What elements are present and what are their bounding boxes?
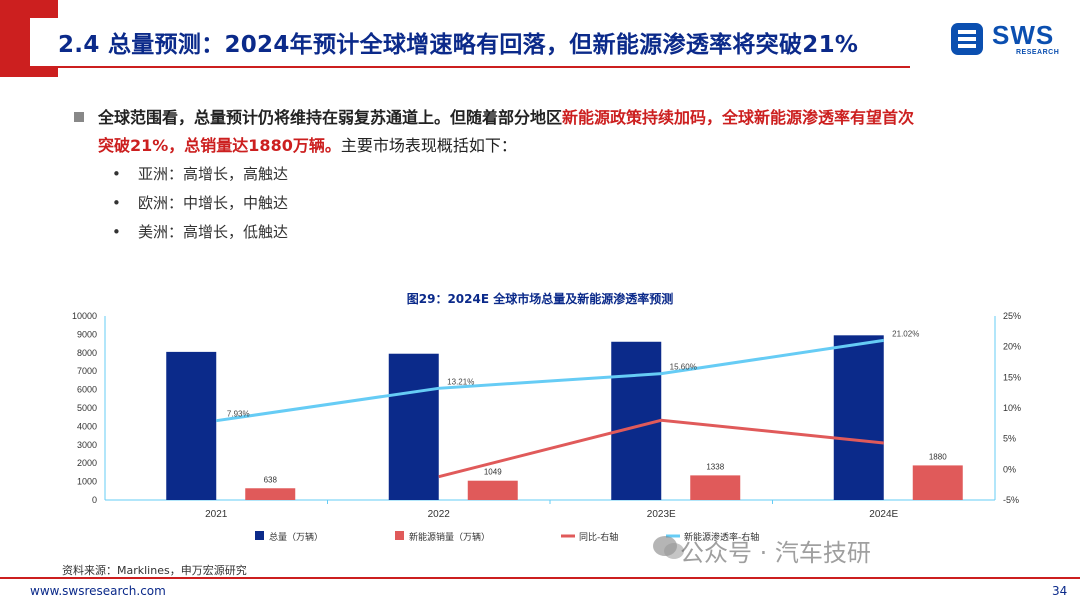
y-right-tick-label: 0%: [1003, 464, 1016, 474]
y-right-tick-label: 10%: [1003, 403, 1021, 413]
y-left-tick-label: 1000: [77, 477, 97, 487]
square-bullet-icon: [74, 112, 84, 122]
y-right-tick-label: 20%: [1003, 342, 1021, 352]
sws-logo-icon: [951, 23, 983, 55]
line-yoy: [438, 418, 884, 479]
bar-nev-label: 638: [264, 475, 278, 484]
combo-chart: 0 1000 2000 3000 4000 5000 6000 7000 8000 9000 100…: [72, 311, 1021, 543]
y-left-tick-label: 7000: [77, 366, 97, 376]
y-left-tick-label: 9000: [77, 329, 97, 339]
bullet-text: 欧洲：中增长，中触达: [138, 194, 289, 212]
bar-nev-label: 1338: [706, 462, 724, 471]
line-penetration: [216, 338, 884, 423]
x-tick-label: 2024E: [869, 509, 898, 520]
y-right-tick-label: -5%: [1003, 495, 1019, 505]
summary-part3: 突破21%，总销量达1880万辆。: [98, 136, 341, 155]
summary-part4: 主要市场表现概括如下：: [340, 136, 517, 155]
list-item: • 欧洲：中增长，中触达: [112, 189, 288, 218]
y-left-tick-label: 4000: [77, 421, 97, 431]
sws-logo: SWS RESEARCH: [950, 20, 1060, 58]
legend-swatch: [255, 531, 264, 540]
legend-label: 同比-右轴: [579, 531, 618, 543]
y-right-tick-label: 5%: [1003, 434, 1016, 444]
logo-subtext: RESEARCH: [1016, 49, 1060, 56]
chart-title: 图29：2024E 全球市场总量及新能源渗透率预测: [406, 292, 674, 306]
legend-label: 新能源渗透率-右轴: [684, 531, 759, 543]
legend-label: 总量（万辆）: [269, 531, 323, 543]
y-left-tick-label: 0: [92, 495, 97, 505]
x-tick-label: 2021: [205, 509, 228, 520]
page-title: 2.4 总量预测：2024年预计全球增速略有回落，但新能源渗透率将突破21%: [58, 32, 859, 58]
bar-total: [388, 353, 439, 500]
header-title-box: [30, 18, 910, 68]
list-item: • 美洲：高增长，低触达: [112, 218, 288, 247]
line-data-label: 21.02%: [892, 329, 919, 338]
page-number: 34: [1052, 584, 1068, 598]
source-note: 资料来源：Marklines，申万宏源研究: [62, 564, 247, 577]
bar-nev: [245, 488, 296, 500]
bullet-dot: •: [112, 165, 121, 183]
bar-nev-label: 1049: [484, 468, 502, 477]
y-left-tick-label: 3000: [77, 440, 97, 450]
market-bullet-list: • 亚洲：高增长，高触达 • 欧洲：中增长，中触达 • 美洲：高增长，低触达: [112, 160, 288, 247]
y-left-tick-label: 2000: [77, 458, 97, 468]
summary-part2: 新能源政策持续加码，全球新能源渗透率有望首次: [562, 108, 915, 127]
bar-total: [166, 351, 217, 500]
footer-url[interactable]: www.swsresearch.com: [30, 584, 166, 598]
x-tick-label: 2023E: [647, 509, 676, 520]
watermark-text: 公众号 · 汽车技研: [680, 539, 871, 567]
bullet-text: 亚洲：高增长，高触达: [138, 165, 289, 183]
legend-label: 新能源销量（万辆）: [409, 531, 490, 543]
wechat-icon: [653, 536, 684, 559]
bar-nev: [467, 480, 518, 500]
y-left-tick-label: 10000: [72, 311, 97, 321]
y-left-tick-label: 8000: [77, 348, 97, 358]
bar-nev: [912, 465, 963, 500]
bar-total: [833, 335, 884, 500]
x-tick-label: 2022: [428, 509, 451, 520]
summary-paragraph: 全球范围看，总量预计仍将维持在弱复苏通道上。但随着部分地区新能源政策持续加码，全…: [74, 104, 1054, 160]
line-data-label: 7.93%: [227, 410, 250, 419]
footer-divider: [0, 577, 1080, 579]
bullet-dot: •: [112, 194, 121, 212]
summary-part1: 全球范围看，总量预计仍将维持在弱复苏通道上。但随着部分地区: [98, 108, 563, 127]
y-right-tick-label: 15%: [1003, 372, 1021, 382]
y-right-tick-label: 25%: [1003, 311, 1021, 321]
bar-nev-label: 1880: [929, 452, 947, 461]
logo-text: SWS: [992, 20, 1055, 50]
y-left-tick-label: 5000: [77, 403, 97, 413]
list-item: • 亚洲：高增长，高触达: [112, 160, 288, 189]
legend-swatch: [395, 531, 404, 540]
bullet-text: 美洲：高增长，低触达: [138, 223, 289, 241]
line-data-label: 13.21%: [447, 377, 474, 386]
bullet-dot: •: [112, 223, 121, 241]
bar-nev: [690, 475, 741, 500]
y-left-tick-label: 6000: [77, 385, 97, 395]
line-data-label: 15.60%: [670, 363, 697, 372]
